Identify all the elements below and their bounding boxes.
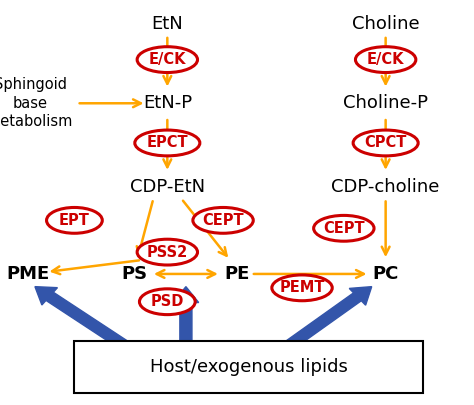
Text: PE: PE	[224, 265, 250, 283]
Text: E/CK: E/CK	[367, 52, 404, 67]
Text: PME: PME	[6, 265, 50, 283]
Text: Choline: Choline	[352, 15, 419, 33]
Text: Host/exogenous lipids: Host/exogenous lipids	[150, 358, 347, 376]
Ellipse shape	[193, 207, 253, 233]
Ellipse shape	[139, 289, 195, 315]
Text: CPCT: CPCT	[365, 135, 407, 151]
Text: EtN: EtN	[152, 15, 183, 33]
Text: CEPT: CEPT	[323, 221, 365, 236]
Text: Sphingoid
base
metabolism: Sphingoid base metabolism	[0, 77, 73, 129]
Text: PSS2: PSS2	[146, 245, 188, 260]
Ellipse shape	[353, 130, 418, 156]
Text: CDP-EtN: CDP-EtN	[130, 178, 205, 196]
Text: EtN-P: EtN-P	[143, 94, 192, 112]
Polygon shape	[35, 287, 129, 350]
Text: EPCT: EPCT	[146, 135, 188, 151]
Ellipse shape	[137, 47, 198, 72]
Polygon shape	[173, 287, 199, 342]
Ellipse shape	[356, 47, 416, 72]
Text: CDP-choline: CDP-choline	[331, 178, 440, 196]
Text: EPT: EPT	[59, 213, 90, 228]
Ellipse shape	[314, 215, 374, 241]
Text: PC: PC	[373, 265, 399, 283]
Text: E/CK: E/CK	[148, 52, 186, 67]
Text: Choline-P: Choline-P	[343, 94, 428, 112]
Ellipse shape	[272, 275, 332, 301]
Ellipse shape	[137, 239, 198, 265]
Text: CEPT: CEPT	[202, 213, 244, 228]
Ellipse shape	[46, 207, 102, 233]
Polygon shape	[284, 287, 372, 350]
Text: PEMT: PEMT	[279, 280, 325, 295]
Text: PS: PS	[122, 265, 148, 283]
Text: PSD: PSD	[151, 294, 184, 309]
FancyBboxPatch shape	[74, 341, 423, 393]
Ellipse shape	[135, 130, 200, 156]
